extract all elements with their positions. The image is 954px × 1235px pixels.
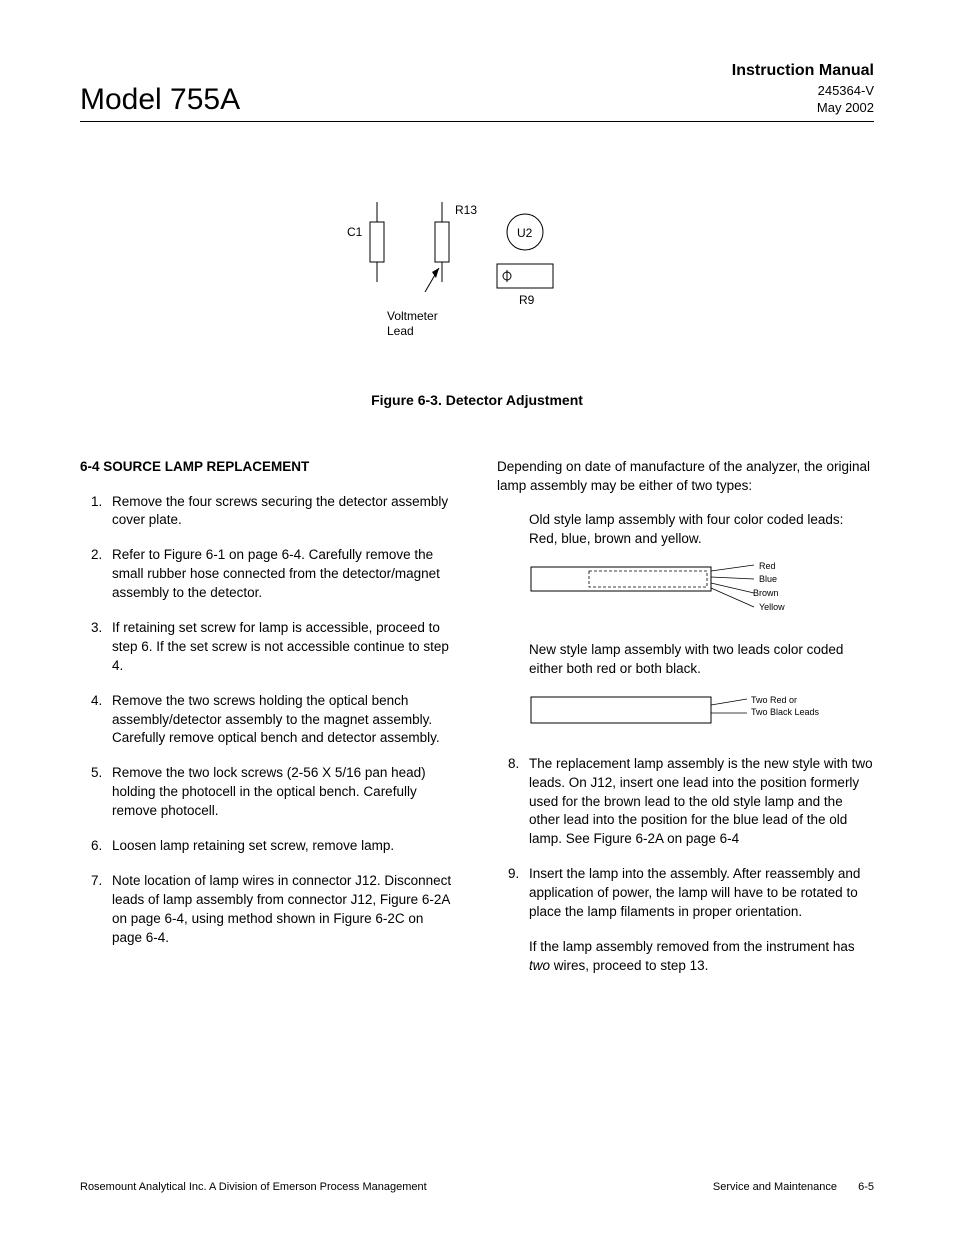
right-intro: Depending on date of manufacture of the … bbox=[497, 458, 874, 496]
step-4: Remove the two screws holding the optica… bbox=[106, 692, 457, 749]
right-column: Depending on date of manufacture of the … bbox=[497, 458, 874, 992]
figure-6-3-caption: Figure 6-3. Detector Adjustment bbox=[80, 392, 874, 408]
two-column-content: 6-4 SOURCE LAMP REPLACEMENT Remove the f… bbox=[80, 458, 874, 992]
step-5: Remove the two lock screws (2-56 X 5/16 … bbox=[106, 764, 457, 821]
label-lead: Lead bbox=[387, 324, 414, 338]
step-9-main: Insert the lamp into the assembly. After… bbox=[529, 866, 860, 919]
step-1: Remove the four screws securing the dete… bbox=[106, 493, 457, 531]
label-yellow: Yellow bbox=[759, 602, 785, 612]
steps-8-9: The replacement lamp assembly is the new… bbox=[523, 755, 874, 976]
step-9-tail-b: wires, proceed to step 13. bbox=[550, 958, 708, 973]
label-blue: Blue bbox=[759, 574, 777, 584]
page-footer: Rosemount Analytical Inc. A Division of … bbox=[80, 1181, 874, 1193]
old-style-text: Old style lamp assembly with four color … bbox=[529, 511, 874, 549]
label-two-black: Two Black Leads bbox=[751, 707, 820, 717]
footer-section: Service and Maintenance bbox=[713, 1181, 837, 1193]
page-header: Model 755A Instruction Manual 245364-V M… bbox=[80, 60, 874, 122]
header-meta: Instruction Manual 245364-V May 2002 bbox=[732, 60, 874, 117]
left-column: 6-4 SOURCE LAMP REPLACEMENT Remove the f… bbox=[80, 458, 457, 992]
model-title: Model 755A bbox=[80, 83, 240, 117]
label-voltmeter: Voltmeter bbox=[387, 309, 438, 323]
label-c1: C1 bbox=[347, 225, 363, 239]
step-9-tail-a: If the lamp assembly removed from the in… bbox=[529, 939, 855, 954]
step-9-tail-italic: two bbox=[529, 958, 550, 973]
footer-page: 6-5 bbox=[858, 1181, 874, 1193]
step-6: Loosen lamp retaining set screw, remove … bbox=[106, 837, 457, 856]
doc-date: May 2002 bbox=[732, 99, 874, 117]
doc-number: 245364-V bbox=[732, 82, 874, 100]
figure-6-3: C1 R13 Voltmeter Lead U2 R9 bbox=[80, 192, 874, 362]
old-lamp-diagram: Red Blue Brown Yellow bbox=[529, 561, 874, 627]
new-style-text: New style lamp assembly with two leads c… bbox=[529, 641, 874, 679]
label-u2: U2 bbox=[517, 226, 533, 240]
steps-1-7: Remove the four screws securing the dete… bbox=[106, 493, 457, 948]
step-7: Note location of lamp wires in connector… bbox=[106, 872, 457, 948]
new-lamp-diagram: Two Red or Two Black Leads bbox=[529, 691, 874, 741]
section-6-4-heading: 6-4 SOURCE LAMP REPLACEMENT bbox=[80, 458, 457, 477]
step-3: If retaining set screw for lamp is acces… bbox=[106, 619, 457, 676]
footer-left: Rosemount Analytical Inc. A Division of … bbox=[80, 1181, 427, 1193]
label-r13: R13 bbox=[455, 203, 477, 217]
label-r9: R9 bbox=[519, 293, 535, 307]
manual-title: Instruction Manual bbox=[732, 60, 874, 82]
footer-right: Service and Maintenance 6-5 bbox=[695, 1181, 874, 1193]
label-red: Red bbox=[759, 561, 776, 571]
page: Model 755A Instruction Manual 245364-V M… bbox=[0, 0, 954, 1235]
step-8: The replacement lamp assembly is the new… bbox=[523, 755, 874, 849]
detector-adjustment-svg: C1 R13 Voltmeter Lead U2 R9 bbox=[337, 192, 617, 362]
step-9: Insert the lamp into the assembly. After… bbox=[523, 865, 874, 975]
label-two-red: Two Red or bbox=[751, 695, 797, 705]
step-2: Refer to Figure 6-1 on page 6-4. Careful… bbox=[106, 546, 457, 603]
label-brown: Brown bbox=[753, 588, 779, 598]
